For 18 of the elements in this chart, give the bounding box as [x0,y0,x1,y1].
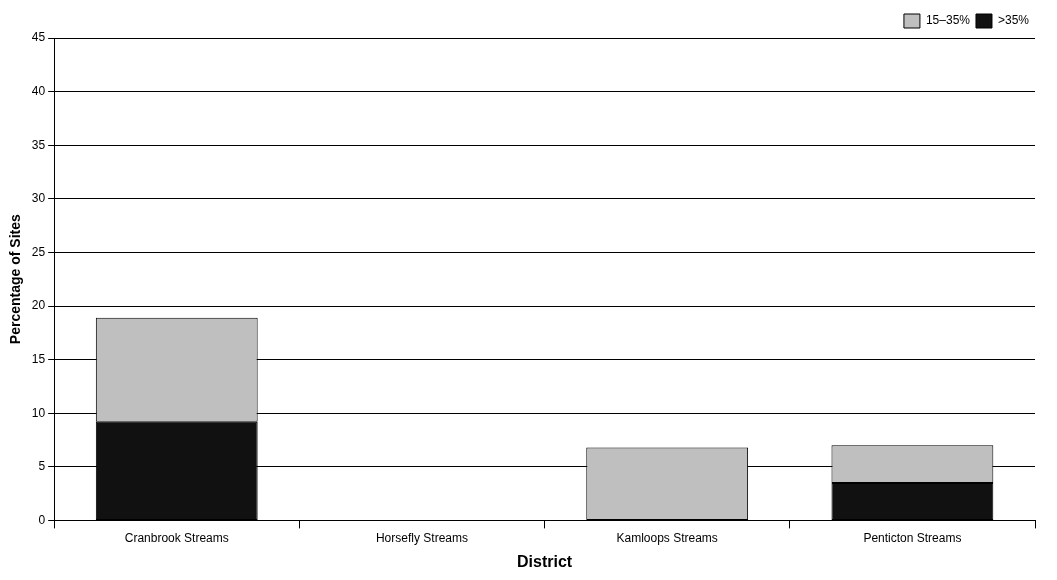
y-tick-label: 35 [31,137,46,152]
x-tick-label: Penticton Streams [863,530,962,545]
y-tick-label: 20 [31,298,46,313]
y-tick-label: 30 [31,191,46,206]
legend-label: 15–35% [925,13,971,28]
legend-label: >35% [997,13,1030,28]
y-tick-label: 15 [31,351,46,366]
y-tick-label: 10 [31,405,46,420]
y-tick-label: 45 [31,30,46,45]
x-tick-label: Kamloops Streams [616,530,718,545]
y-tick-label: 40 [31,83,46,98]
y-tick-label: 25 [31,244,46,259]
x-tick-label: Horsefly Streams [375,530,468,545]
x-tick-label: Cranbrook Streams [124,530,229,545]
y-tick-label: 5 [38,459,46,474]
x-axis-title: District [517,552,573,570]
y-tick-label: 0 [38,512,46,527]
y-axis-title: Percentage of Sites [7,214,24,345]
